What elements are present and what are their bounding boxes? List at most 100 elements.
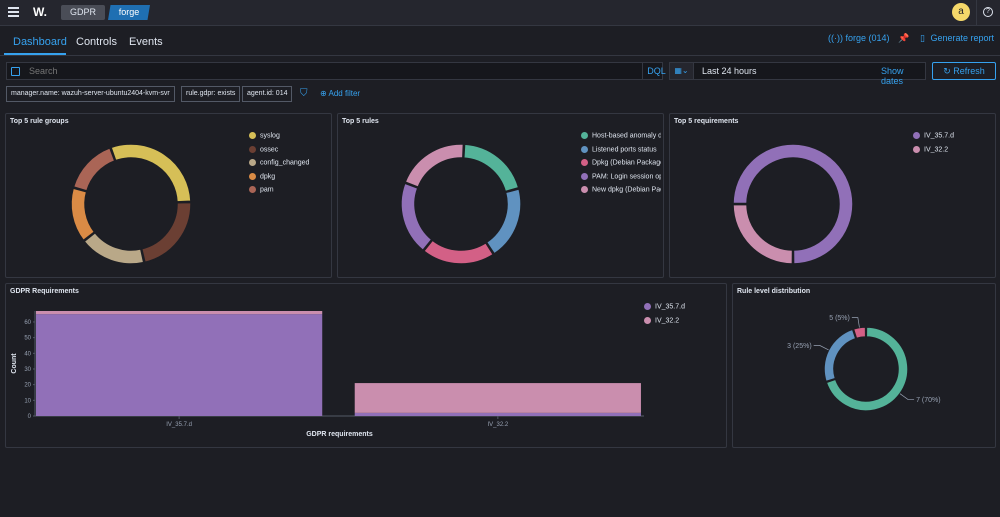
user-avatar[interactable]: a (952, 3, 970, 21)
legend-item[interactable]: dpkg (249, 172, 329, 180)
legend-dot (249, 172, 256, 180)
tab-controls[interactable]: Controls (76, 36, 117, 48)
panel-title: Rule level distribution (737, 288, 811, 295)
y-tick-label: 60 (24, 320, 31, 326)
refresh-label: Refresh (953, 66, 985, 76)
dql-toggle[interactable]: DQL (642, 63, 670, 79)
legend-label: Dpkg (Debian Package (592, 159, 661, 167)
agent-signal-icon: ((·)) (828, 33, 843, 43)
legend-item[interactable]: config_changed (249, 159, 329, 166)
legend-item[interactable]: Dpkg (Debian Package (581, 159, 661, 166)
slice-iv-32-2[interactable] (732, 203, 794, 265)
slice-3[interactable] (823, 328, 857, 383)
panel-title: Top 5 requirements (674, 118, 739, 125)
add-filter-button[interactable]: ⊕ Add filter (320, 89, 360, 98)
bar-iv-32-2-iv-32-2[interactable] (354, 383, 641, 413)
filter-icon[interactable]: ⛉ (300, 88, 308, 99)
slice-ossec[interactable] (140, 201, 192, 264)
legend-dot (913, 145, 920, 153)
slice-listened-ports-status[interactable] (485, 187, 522, 255)
legend-label: IV_35.7.d (924, 132, 954, 140)
legend-dot (581, 159, 588, 166)
date-range[interactable]: Last 24 hours (702, 66, 757, 76)
calendar-icon[interactable]: ▦⌄ (670, 63, 694, 79)
wazuh-logo[interactable]: W. (33, 5, 47, 19)
breadcrumb-gdpr[interactable]: GDPR (61, 5, 105, 20)
x-axis-title: GDPR requirements (306, 431, 373, 438)
slice-5[interactable] (852, 326, 867, 340)
legend-label: syslog (260, 132, 280, 140)
legend-item[interactable]: IV_35.7.d (913, 132, 993, 139)
agent-button[interactable]: ((·)) forge (014) 📌 (828, 33, 909, 47)
help-icon[interactable]: ? (983, 7, 993, 17)
gdpr-bar-chart: 0 10 20 30 40 50 60 IV_35.7.d IV_32.2 GDPR requir… (11, 311, 644, 438)
y-tick-label: 0 (28, 414, 32, 420)
legend-dot (581, 172, 588, 180)
slice-host-based-anomaly-d[interactable] (462, 143, 520, 193)
slice-new-dpkg-debian-pac[interactable] (404, 143, 465, 189)
slice-config-changed[interactable] (83, 231, 145, 265)
legend-label: New dpkg (Debian Pac (592, 186, 661, 194)
slice-syslog[interactable] (110, 143, 192, 203)
top-bar: W. GDPR forge a ? (0, 0, 1000, 26)
search-input[interactable] (29, 66, 529, 76)
legend-dot (581, 186, 588, 193)
slice-7[interactable] (825, 326, 909, 412)
panel-title: Top 5 rules (342, 118, 379, 125)
legend-label: IV_32.2 (655, 316, 680, 324)
divider (976, 0, 977, 26)
legend-item[interactable]: syslog (249, 132, 329, 139)
legend-item[interactable]: IV_32.2 (644, 316, 724, 324)
slice-pam-login-session-op[interactable] (400, 182, 433, 252)
legend-item[interactable]: ossec (249, 145, 329, 153)
pin-icon[interactable]: 📌 (898, 33, 910, 43)
panel-title: GDPR Requirements (10, 288, 79, 295)
leader-line (899, 393, 915, 400)
bar-iv-35-7-d-iv-32-2[interactable] (36, 311, 323, 315)
refresh-button[interactable]: ↻ Refresh (932, 62, 996, 80)
date-picker: ▦⌄ Last 24 hours Show dates (669, 62, 926, 86)
generate-report-button[interactable]: ▯ Generate report (920, 33, 994, 44)
legend-item[interactable]: Host-based anomaly d (581, 132, 661, 139)
legend-dot (249, 145, 256, 153)
panel-requirements: Top 5 requirements IV_35.7.d IV_32.2 (669, 113, 996, 278)
legend-item[interactable]: pam (249, 186, 329, 193)
x-tick-label: IV_32.2 (487, 422, 508, 428)
show-dates-link[interactable]: Show dates (881, 66, 904, 86)
requirements-donut (732, 143, 854, 265)
saved-query-icon[interactable] (11, 67, 20, 76)
legend-label: dpkg (260, 172, 276, 180)
rule-groups-donut (70, 143, 192, 265)
legend-item[interactable]: New dpkg (Debian Pac (581, 186, 661, 193)
breadcrumb-forge[interactable]: forge (108, 5, 150, 20)
legend-item[interactable]: Listened ports status (581, 145, 661, 153)
legend-item[interactable]: PAM: Login session op (581, 172, 661, 180)
legend-item[interactable]: IV_35.7.d (644, 303, 724, 310)
filter-pill-gdpr[interactable]: rule.gdpr: exists (181, 86, 241, 102)
tab-events[interactable]: Events (129, 36, 163, 48)
legend-label: config_changed (260, 159, 310, 167)
slice-iv-35-7-d[interactable] (732, 143, 854, 265)
y-tick-label: 40 (24, 351, 31, 357)
filter-pill-agent[interactable]: agent.id: 014 (242, 86, 293, 102)
rule-level-donut: 7 (70%) 3 (25%) 5 (5%) (787, 315, 941, 412)
bar-iv-35-7-d-iv-35-7-d[interactable] (36, 314, 323, 416)
panel-rule-level: Rule level distribution 7 (70%) 3 (25%) 5 … (732, 283, 996, 448)
legend-dot (581, 145, 588, 153)
tabs-row: Dashboard Controls Events (0, 26, 1000, 56)
active-tab-indicator (4, 53, 66, 55)
slice-pam[interactable] (72, 146, 116, 192)
legend-item[interactable]: IV_32.2 (913, 145, 993, 153)
panel-title: Top 5 rule groups (10, 118, 69, 125)
legend-label: PAM: Login session op (592, 172, 661, 180)
add-filter-label: Add filter (328, 89, 361, 98)
filter-pill-manager[interactable]: manager.name: wazuh-server-ubuntu2404-kv… (6, 86, 175, 102)
agent-label: forge (014) (845, 33, 890, 43)
bar-iv-32-2-iv-35-7-d[interactable] (354, 412, 641, 416)
refresh-icon: ↻ (943, 66, 951, 76)
plus-circle-icon: ⊕ (320, 89, 327, 98)
menu-icon[interactable] (8, 7, 19, 17)
slice-dpkg-debian-package[interactable] (422, 239, 495, 265)
tab-dashboard[interactable]: Dashboard (13, 36, 67, 48)
slice-dpkg[interactable] (70, 187, 96, 242)
